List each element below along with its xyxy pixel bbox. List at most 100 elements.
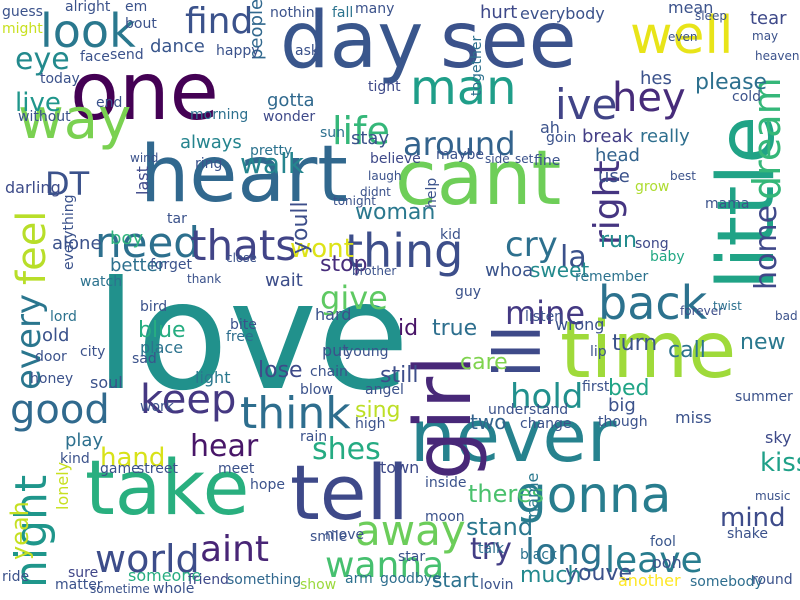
word-even: even <box>668 30 698 44</box>
word-change: change <box>520 416 572 432</box>
word-theres: theres <box>468 480 544 508</box>
word-use: use <box>598 166 630 187</box>
word-love: love <box>95 250 410 424</box>
word-thank: thank <box>187 272 222 286</box>
word-walk: walk <box>240 147 305 180</box>
word-dt: DT <box>45 165 90 203</box>
word-happy: happy <box>216 43 260 59</box>
word-id: id <box>398 316 419 341</box>
word-brother: brother <box>352 264 397 278</box>
word-live: live <box>15 88 61 118</box>
word-move: move <box>325 527 365 543</box>
word-ride: ride <box>2 569 30 585</box>
word-face: face <box>80 49 110 65</box>
word-soul: soul <box>90 373 123 392</box>
word-way: way <box>18 87 132 152</box>
word-help: help <box>424 177 440 208</box>
word-world: world <box>95 537 200 581</box>
word-need: need <box>95 218 200 267</box>
word-cold: cold <box>732 89 762 105</box>
word-boy: boy <box>110 228 144 249</box>
word-sing: sing <box>355 398 401 423</box>
word-bad: bad <box>775 309 798 323</box>
word-rain: rain <box>300 429 328 445</box>
word-watch: watch <box>80 274 123 290</box>
word-woman: woman <box>355 200 436 225</box>
word-baby: baby <box>650 249 685 265</box>
word-moon: moon <box>425 509 465 525</box>
word-big: big <box>608 395 636 416</box>
word-think: think <box>240 388 351 439</box>
word-lose: lose <box>258 358 303 383</box>
word-sweet: sweet <box>530 258 590 282</box>
word-mind: mind <box>720 503 786 533</box>
word-lonely: lonely <box>53 461 72 510</box>
word-star: star <box>398 549 426 565</box>
word-bed: bed <box>608 376 650 401</box>
word-look: look <box>40 4 136 58</box>
word-fine: fine <box>534 153 561 169</box>
word-back: back <box>598 276 708 330</box>
word-feel: feel <box>9 210 55 285</box>
word-hear: hear <box>190 429 259 464</box>
word-mama: mama <box>705 196 750 212</box>
word-ring: ring <box>195 156 223 172</box>
word-bird: bird <box>140 299 168 315</box>
word-didnt: didnt <box>360 185 391 199</box>
word-angel: angel <box>365 382 404 398</box>
word-sad: sad <box>132 351 157 367</box>
word-miss: miss <box>675 408 712 427</box>
word-wrong: wrong <box>555 315 605 334</box>
word-lovin: lovin <box>480 577 514 593</box>
word-hey: hey <box>612 75 686 121</box>
word-wait: wait <box>265 270 303 291</box>
word-around: around <box>403 125 516 163</box>
word-alone: alone <box>52 233 102 254</box>
word-arm: arm <box>345 571 373 587</box>
word-better: better <box>110 255 166 276</box>
word-without: without <box>18 109 71 125</box>
word-everything: everything <box>61 194 77 270</box>
word-game: game <box>100 461 140 477</box>
word-put: put <box>322 341 349 360</box>
word-work: work <box>140 399 174 415</box>
word-sky: sky <box>765 428 792 447</box>
word-heaven: heaven <box>755 49 800 63</box>
word-blue: blue <box>138 318 186 343</box>
word-door: door <box>35 349 67 365</box>
word-play: play <box>65 430 104 451</box>
word-sure: sure <box>68 565 99 581</box>
word-wonder: wonder <box>263 109 316 125</box>
word-wanna: wanna <box>325 545 445 586</box>
word-dance: dance <box>150 36 205 57</box>
word-see: see <box>440 0 577 86</box>
word-long: long <box>525 532 603 573</box>
word-city: city <box>80 344 106 360</box>
word-aint: aint <box>200 529 269 570</box>
word-alright: alright <box>65 0 111 15</box>
word-stand: stand <box>466 513 534 541</box>
word-someone: someone <box>128 566 202 585</box>
word-wind: wind <box>130 151 159 165</box>
word-side: side <box>485 152 510 166</box>
word-sun: sun <box>320 125 346 141</box>
word-high: high <box>355 416 386 432</box>
word-twist: twist <box>713 299 742 313</box>
word-guess: guess <box>2 4 43 20</box>
word-ah: ah <box>540 118 560 137</box>
word-inside: inside <box>425 475 467 491</box>
word-whoa: whoa <box>485 260 534 281</box>
word-fall: fall <box>332 5 354 21</box>
word-hard: hard <box>315 305 352 324</box>
word-talk: talk <box>478 541 505 557</box>
word-break: break <box>582 126 633 147</box>
word-take: take <box>85 443 250 532</box>
word-show: show <box>300 577 337 593</box>
word-morning: morning <box>190 107 249 123</box>
word-care: care <box>460 350 508 375</box>
word-sleep: sleep <box>695 9 727 23</box>
word-always: always <box>180 132 242 153</box>
word-cry: cry <box>505 225 558 265</box>
word-cant: cant <box>395 133 562 222</box>
